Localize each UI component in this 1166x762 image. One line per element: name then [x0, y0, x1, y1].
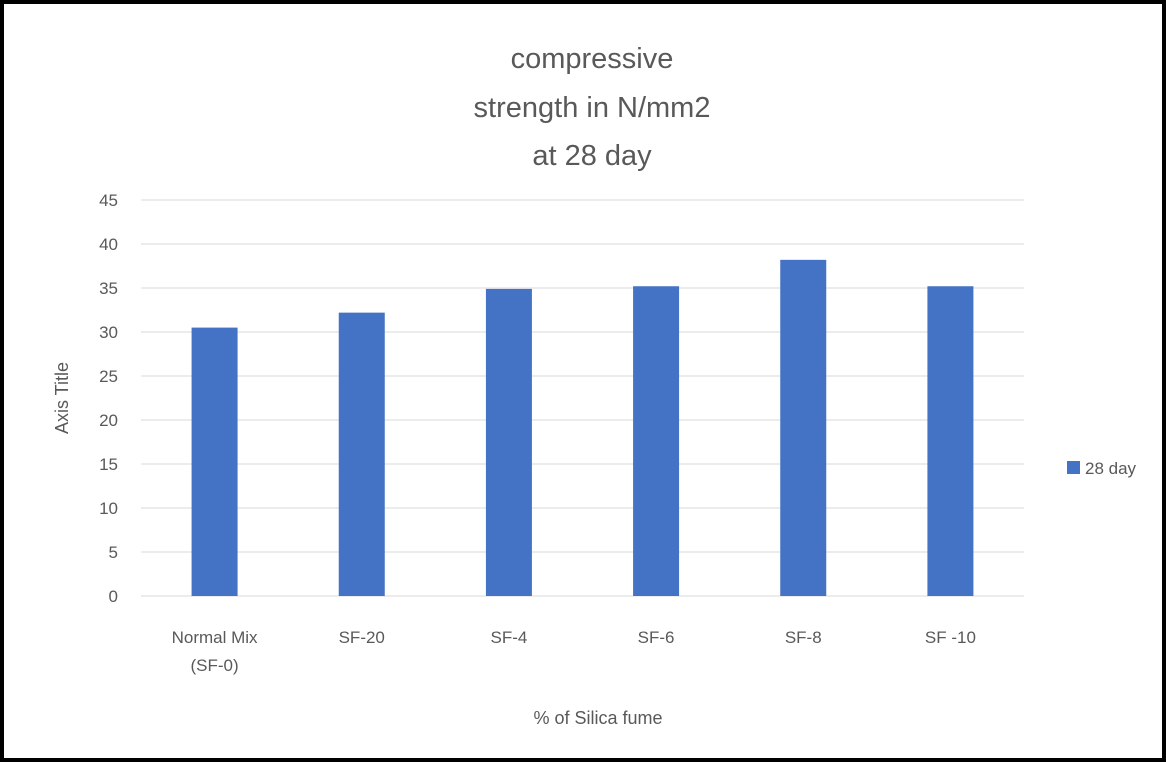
- bar: [780, 259, 827, 596]
- y-tick-label: 15: [99, 455, 118, 474]
- x-category-label: Normal Mix: [172, 628, 258, 647]
- x-category-label: (SF-0): [190, 656, 238, 675]
- y-tick-label: 20: [99, 411, 118, 430]
- bar: [338, 312, 385, 596]
- x-category-label: SF-4: [490, 628, 527, 647]
- x-category-label: SF -10: [925, 628, 976, 647]
- y-tick-label: 25: [99, 367, 118, 386]
- y-tick-label: 10: [99, 499, 118, 518]
- chart-title-line-2: strength in N/mm2: [474, 92, 711, 124]
- legend-swatch: [1067, 461, 1080, 474]
- x-category-label: SF-6: [638, 628, 675, 647]
- bars: [191, 259, 974, 596]
- y-axis-tick-labels: 0 5 10 15 20 25 30 35 40 45: [99, 191, 118, 606]
- legend-label: 28 day: [1085, 459, 1137, 478]
- bar: [191, 327, 238, 596]
- chart-title-line-1: compressive: [511, 43, 674, 75]
- gridlines: [141, 199, 1024, 597]
- bar: [927, 286, 974, 596]
- x-axis-category-labels: Normal Mix (SF-0) SF-20 SF-4 SF-6 SF-8 SF -10: [172, 628, 976, 675]
- y-tick-label: 5: [109, 543, 118, 562]
- y-tick-label: 45: [99, 191, 118, 210]
- x-category-label: SF-20: [339, 628, 385, 647]
- y-tick-label: 0: [109, 587, 118, 606]
- legend: 28 day: [1067, 459, 1137, 478]
- x-category-label: SF-8: [785, 628, 822, 647]
- x-axis-title: % of Silica fume: [533, 708, 662, 728]
- y-tick-label: 40: [99, 235, 118, 254]
- y-tick-label: 35: [99, 279, 118, 298]
- y-axis-title: Axis Title: [52, 362, 72, 434]
- bar: [485, 288, 532, 596]
- chart-title-line-3: at 28 day: [532, 140, 652, 172]
- bar: [633, 286, 680, 596]
- chart-title: compressive strength in N/mm2 at 28 day: [474, 43, 711, 172]
- y-tick-label: 30: [99, 323, 118, 342]
